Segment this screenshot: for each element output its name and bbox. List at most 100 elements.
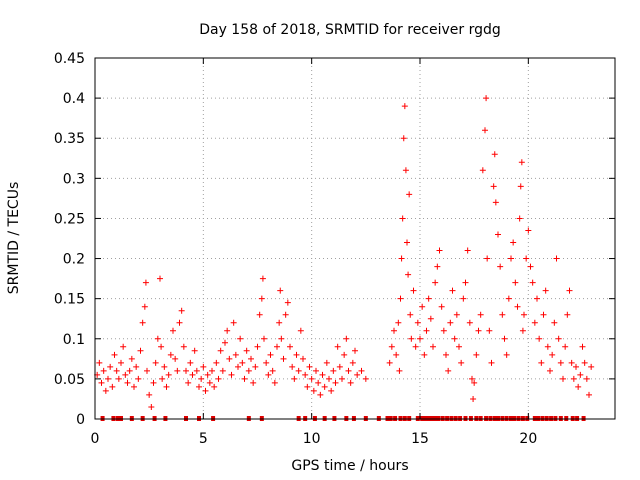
data-point	[165, 371, 172, 378]
data-point	[469, 375, 475, 382]
data-point	[167, 351, 174, 358]
data-point	[388, 343, 395, 350]
data-point	[150, 379, 157, 386]
data-point	[488, 359, 495, 366]
data-point	[405, 271, 412, 278]
data-point	[551, 319, 558, 326]
x-tick-label: 20	[519, 431, 537, 447]
data-point	[183, 367, 189, 374]
data-point	[542, 287, 549, 294]
data-point	[560, 375, 566, 382]
data-point	[189, 371, 196, 378]
data-point	[544, 343, 551, 350]
data-point	[339, 375, 345, 382]
data-point	[395, 319, 402, 326]
data-point	[289, 363, 296, 370]
data-point	[499, 311, 506, 318]
data-point	[315, 379, 322, 386]
data-point	[202, 387, 209, 394]
data-point	[479, 167, 486, 174]
data-point	[523, 255, 530, 262]
data-point	[427, 315, 434, 322]
data-point	[343, 335, 350, 342]
data-point	[402, 167, 409, 174]
data-point	[228, 371, 235, 378]
data-point	[328, 387, 335, 394]
data-point	[235, 363, 241, 370]
y-tick-label: 0	[76, 412, 85, 428]
data-point	[449, 287, 456, 294]
data-point	[475, 327, 482, 334]
data-point	[319, 371, 326, 378]
data-point	[115, 375, 122, 382]
data-point	[470, 395, 477, 402]
data-point	[525, 227, 532, 234]
data-point	[549, 351, 556, 358]
data-point	[321, 383, 328, 390]
data-point	[310, 387, 317, 394]
data-point	[352, 347, 358, 354]
data-point	[159, 375, 166, 382]
data-point	[245, 367, 252, 374]
data-point	[349, 359, 356, 366]
data-point	[120, 343, 127, 350]
data-point	[302, 371, 309, 378]
data-point	[326, 375, 332, 382]
data-point	[575, 383, 582, 390]
data-point	[354, 371, 361, 378]
data-point	[178, 307, 185, 314]
y-axis-label: SRMTID / TECUs	[6, 182, 22, 295]
data-point	[562, 343, 569, 350]
data-point	[566, 287, 573, 294]
x-tick-label: 10	[303, 431, 321, 447]
data-point	[232, 351, 239, 358]
data-point	[412, 343, 419, 350]
data-point	[241, 375, 248, 382]
data-point	[180, 343, 187, 350]
data-point	[139, 319, 146, 326]
data-point	[267, 351, 274, 358]
data-point	[408, 335, 415, 342]
data-point	[577, 371, 584, 378]
data-point	[534, 295, 540, 302]
data-point	[293, 351, 300, 358]
data-point	[460, 295, 467, 302]
data-point	[573, 363, 579, 370]
data-point	[531, 319, 538, 326]
data-point	[453, 311, 460, 318]
chart-title: Day 158 of 2018, SRMTID for receiver rgd…	[199, 22, 501, 38]
data-point	[271, 379, 278, 386]
data-point	[393, 351, 400, 358]
data-point	[278, 335, 285, 342]
data-point	[425, 295, 432, 302]
data-point	[141, 303, 148, 310]
data-point	[96, 359, 103, 366]
data-point	[122, 371, 129, 378]
grid-lines	[95, 58, 615, 419]
data-point	[198, 375, 205, 382]
data-point	[196, 383, 202, 390]
data-point	[163, 383, 170, 390]
data-point	[254, 343, 261, 350]
data-point	[386, 359, 393, 366]
data-point	[458, 359, 465, 366]
data-point	[295, 367, 302, 374]
data-point	[297, 327, 304, 334]
data-point	[391, 327, 397, 334]
data-point	[451, 335, 458, 342]
data-point	[98, 379, 105, 386]
data-point	[284, 299, 291, 306]
data-point	[557, 359, 564, 366]
data-point	[111, 351, 118, 358]
data-point	[142, 279, 149, 286]
data-point	[102, 387, 109, 394]
data-point	[304, 383, 311, 390]
data-point	[291, 375, 298, 382]
data-point	[508, 255, 514, 262]
data-point	[400, 135, 407, 142]
data-points	[94, 95, 595, 410]
data-point	[514, 303, 521, 310]
data-point	[209, 367, 215, 374]
data-point	[224, 327, 231, 334]
